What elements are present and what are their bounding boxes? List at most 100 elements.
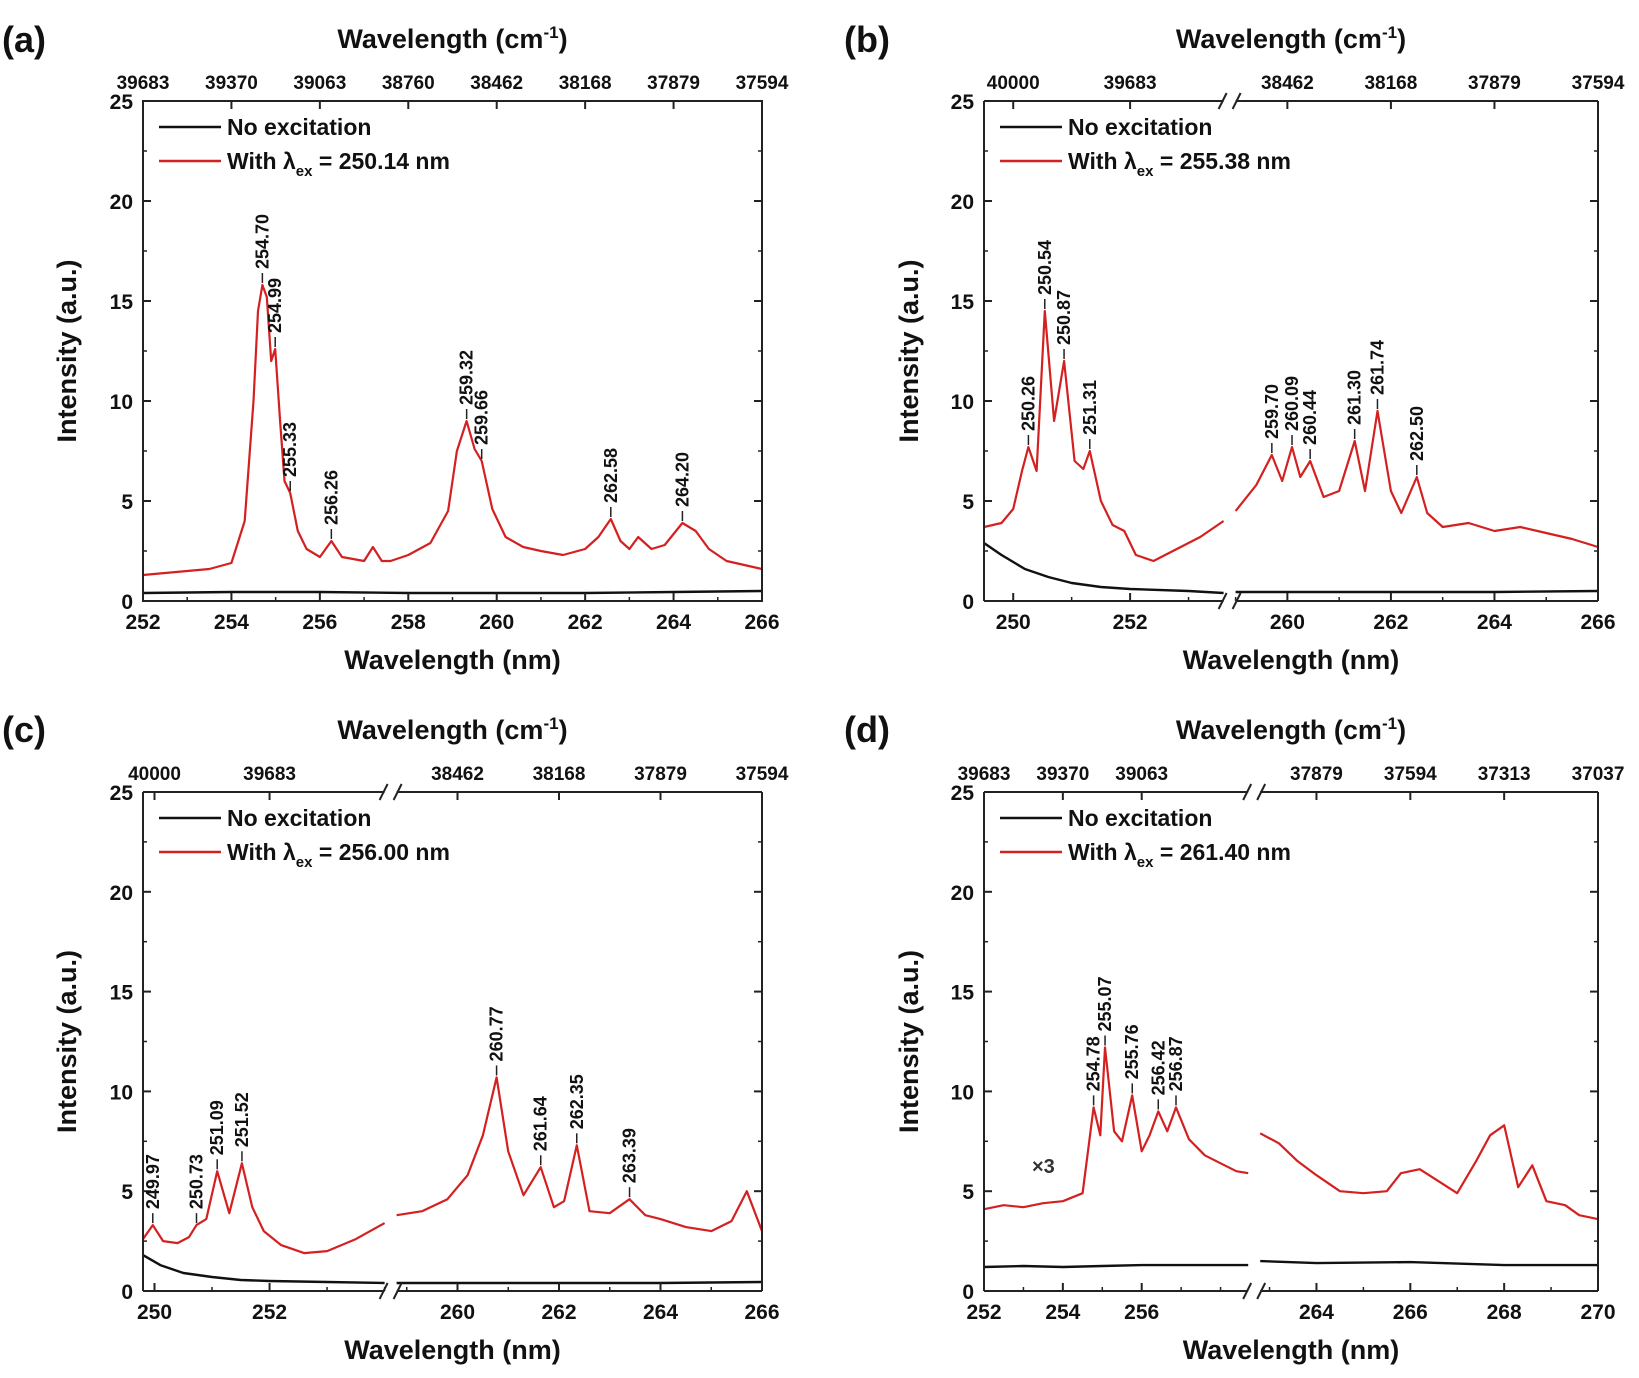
x-tick-label: 252	[252, 1301, 287, 1324]
legend-tail: = 250.14 nm	[312, 148, 449, 174]
x2-tick-label: 38462	[1261, 73, 1314, 94]
axes-frame	[142, 100, 763, 602]
legend-text: No excitation	[1068, 805, 1212, 831]
plot-area	[984, 1046, 1598, 1269]
x2-axis-title-sup: -1	[1382, 23, 1397, 42]
y-tick-label: 15	[951, 982, 975, 1005]
y-tick-label: 25	[110, 782, 134, 805]
y-tick-label: 5	[121, 1181, 133, 1204]
x-axis-title: Wavelength (nm)	[344, 645, 561, 675]
peak-label: 255.33	[280, 422, 300, 477]
peak-label: 254.78	[1084, 1036, 1104, 1091]
peak-label: 260.09	[1282, 376, 1302, 431]
x2-axis-title: Wavelength (cm-1)	[1176, 23, 1406, 54]
peak-label: 251.52	[232, 1092, 252, 1147]
chart-panel: (a) 0 5 10 15 20 25 252 254 256 258 260 262 264 266 396…	[2, 19, 789, 675]
peak-label: 249.97	[143, 1154, 163, 1209]
y-axis-title: Intensity (a.u.)	[894, 950, 924, 1133]
x-tick-label: 254	[214, 611, 249, 634]
axis-break-mark	[392, 783, 403, 801]
peak-label: 259.32	[457, 350, 477, 405]
peak-label: 264.20	[672, 452, 692, 507]
peak-label: 262.58	[601, 448, 621, 503]
chart-panel: (b) 0 5 10 15 20 25 250 252 260 262 264 266 40000 3968…	[844, 19, 1625, 675]
plot-area	[143, 283, 762, 595]
legend-tail: = 255.38 nm	[1153, 148, 1290, 174]
scale-note: ×3	[1032, 1156, 1055, 1178]
series-line-excited	[143, 283, 762, 577]
x2-axis-title-main: Wavelength (cm	[1176, 24, 1382, 54]
x-tick-label: 266	[744, 1301, 779, 1324]
series-line-excited	[396, 1076, 762, 1233]
series-line-no-excitation	[396, 1280, 762, 1285]
axis-break-mark	[1231, 92, 1242, 110]
series-line-excited	[1259, 1124, 1598, 1221]
legend-text: No excitation	[227, 114, 371, 140]
series-line-excited	[984, 309, 1225, 563]
peak-label: 260.77	[487, 1006, 507, 1061]
legend-label: No excitation	[227, 805, 371, 831]
x-tick-label: 264	[1477, 611, 1512, 634]
series-line-no-excitation	[984, 542, 1224, 595]
peak-label: 256.87	[1166, 1036, 1186, 1091]
x2-tick-label: 39683	[243, 764, 296, 785]
y-tick-label: 10	[951, 1081, 974, 1104]
x-tick-label: 266	[1580, 611, 1615, 634]
x-tick-label: 256	[1124, 1301, 1159, 1324]
x2-tick-label: 38168	[1364, 73, 1417, 94]
x2-axis-title-main: Wavelength (cm	[337, 24, 543, 54]
x2-tick-label: 37313	[1478, 764, 1531, 785]
peak-label: 261.30	[1345, 370, 1365, 425]
peak-label: 255.07	[1095, 976, 1115, 1031]
x-tick-label: 250	[137, 1301, 172, 1324]
x2-axis-title: Wavelength (cm-1)	[1176, 714, 1406, 745]
y-axis-title: Intensity (a.u.)	[52, 259, 82, 442]
axis-break-mark	[1242, 783, 1253, 801]
series-line-no-excitation	[143, 1254, 385, 1285]
y-tick-label: 25	[951, 91, 975, 114]
x2-tick-label: 37879	[647, 73, 700, 94]
peak-label: 250.54	[1035, 240, 1055, 295]
peak-label: 260.44	[1300, 390, 1320, 445]
peak-label: 263.39	[620, 1128, 640, 1183]
x-tick-label: 250	[996, 611, 1031, 634]
y-tick-label: 20	[951, 191, 974, 214]
x-tick-label: 262	[1373, 611, 1408, 634]
chart-panel: (c) 0 5 10 15 20 25 250 252 260 262 264 266 40000 3968…	[2, 709, 789, 1365]
y-tick-label: 20	[110, 882, 133, 905]
peak-label: 256.26	[321, 470, 341, 525]
x-tick-label: 264	[1299, 1301, 1334, 1324]
panel-label: (b)	[844, 19, 890, 60]
x2-axis-title-main: Wavelength (cm	[1176, 715, 1382, 745]
x2-axis-title-sup: -1	[543, 714, 558, 733]
y-tick-label: 25	[110, 91, 134, 114]
x-tick-label: 260	[479, 611, 514, 634]
peak-label: 255.76	[1122, 1024, 1142, 1079]
y-tick-label: 10	[951, 391, 974, 414]
legend-label: With λex = 255.38 nm	[1068, 148, 1291, 180]
series-line-no-excitation	[1260, 1259, 1598, 1267]
series-line-no-excitation	[984, 1263, 1249, 1269]
y-tick-label: 0	[962, 591, 974, 614]
axis-break-mark	[1231, 592, 1242, 610]
y-tick-label: 5	[962, 1181, 974, 1204]
legend-label: With λex = 256.00 nm	[227, 839, 450, 871]
x-tick-label: 260	[1270, 611, 1305, 634]
legend-text: With λ	[227, 839, 296, 865]
x-tick-label: 266	[1393, 1301, 1428, 1324]
axis-break-mark	[392, 1282, 403, 1300]
peak-label: 261.64	[531, 1096, 551, 1151]
legend-label: No excitation	[227, 114, 371, 140]
legend-text: No excitation	[227, 805, 371, 831]
legend-text: With λ	[1068, 839, 1137, 865]
plot-area	[984, 309, 1598, 595]
x-tick-label: 264	[656, 611, 691, 634]
x-axis-title: Wavelength (nm)	[344, 1335, 561, 1365]
legend-tail: = 261.40 nm	[1153, 839, 1290, 865]
peak-label: 259.66	[472, 390, 492, 445]
series-line-no-excitation	[143, 589, 762, 595]
series-line-excited	[984, 1046, 1249, 1211]
y-tick-label: 15	[110, 982, 134, 1005]
y-tick-label: 15	[110, 291, 134, 314]
